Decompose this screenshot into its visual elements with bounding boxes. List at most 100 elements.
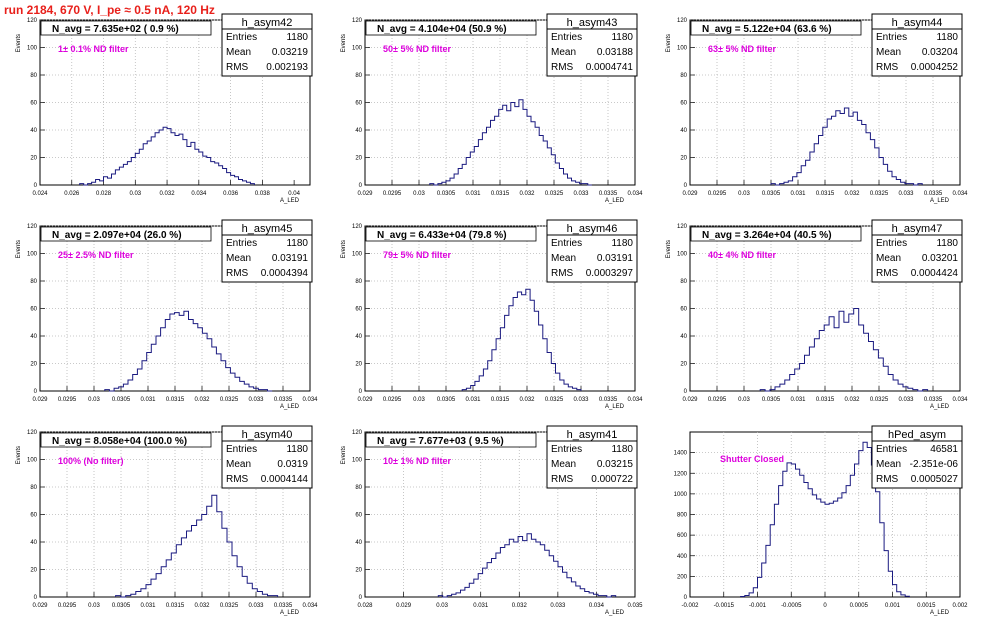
y-tick-label: 60 (355, 101, 362, 107)
stats-value-mean: -2.351e-06 (910, 459, 959, 470)
y-tick-label: 20 (355, 156, 362, 162)
y-tick-label: 40 (30, 128, 37, 134)
navg-label: N_avg = 2.097e+04 (26.0 %) (52, 230, 182, 241)
histogram-series (429, 99, 592, 186)
y-tick-label: 80 (355, 279, 362, 285)
y-axis-label: Events (16, 34, 22, 52)
navg-box (365, 226, 537, 242)
stats-value-mean: 0.0319 (277, 459, 308, 470)
histogram-series (79, 126, 255, 186)
y-tick-label: 40 (355, 334, 362, 340)
y-tick-label: 800 (677, 513, 688, 519)
x-tick-label: 0.0335 (274, 603, 293, 609)
y-tick-label: 80 (30, 73, 37, 79)
navg-label: N_avg = 7.677e+03 ( 9.5 %) (377, 436, 504, 447)
x-tick-label: 0.0315 (166, 603, 185, 609)
stats-value-entries: 1180 (611, 32, 633, 43)
stats-value-rms: 0.0004394 (261, 268, 309, 279)
histogram-panel-h_asym41: 0.028 0.029 0.03 0.031 0.032 0.033 0.034 0.035 0… (341, 425, 643, 616)
y-tick-label: 80 (355, 73, 362, 79)
histogram-series (461, 288, 582, 391)
histogram-panel-h_asym43: 0.029 0.0295 0.03 0.0305 0.031 0.0315 0.032 0.0… (341, 13, 643, 204)
x-tick-label: 0.031 (473, 603, 489, 609)
stats-value-entries: 1180 (611, 444, 633, 455)
stats-value-mean: 0.03188 (597, 47, 634, 58)
histogram-series (115, 494, 279, 598)
stats-value-rms: 0.0004741 (586, 62, 634, 73)
x-tick-label: 0.028 (96, 191, 112, 197)
stats-title: h_asym47 (892, 223, 943, 235)
x-tick-label: 0.032 (519, 191, 535, 197)
stats-box (871, 425, 963, 489)
y-tick-label: 100 (27, 458, 38, 464)
y-tick-label: 40 (680, 128, 687, 134)
y-tick-label: 80 (355, 485, 362, 491)
x-tick-label: 0.03 (88, 397, 100, 403)
navg-label: N_avg = 6.433e+04 (79.8 %) (377, 230, 507, 241)
x-axis-label: A_LED (280, 404, 300, 410)
y-tick-label: 100 (27, 46, 38, 52)
x-tick-label: 0.032 (160, 191, 176, 197)
stats-value-rms: 0.0005027 (911, 474, 959, 485)
histogram-series (437, 533, 617, 598)
navg-label: N_avg = 5.122e+04 (63.6 %) (702, 24, 832, 35)
x-tick-label: 0.029 (357, 191, 373, 197)
stats-key-mean: Mean (226, 253, 251, 264)
navg-label: N_avg = 8.058e+04 (100.0 %) (52, 436, 187, 447)
navg-box (40, 432, 212, 448)
histogram-panel-h_asym42: 0.024 0.026 0.028 0.03 0.032 0.034 0.036 0.038 0… (16, 13, 313, 204)
stats-box (871, 13, 963, 77)
filter-label: 10± 1% ND filter (383, 456, 451, 466)
y-tick-label: 60 (680, 307, 687, 313)
x-tick-label: 0.036 (223, 191, 239, 197)
y-axis-label: Events (666, 34, 672, 52)
stats-key-entries: Entries (876, 238, 907, 249)
stats-title: h_asym41 (567, 429, 618, 441)
stats-title: h_asym42 (242, 17, 293, 29)
navg-label: N_avg = 3.264e+04 (40.5 %) (702, 230, 832, 241)
x-tick-label: 0.0305 (437, 191, 456, 197)
stats-key-rms: RMS (876, 62, 899, 73)
x-tick-label: 0.029 (682, 191, 698, 197)
y-tick-label: 120 (352, 224, 363, 230)
x-tick-label: 0.028 (357, 603, 373, 609)
x-tick-label: 0.031 (790, 191, 806, 197)
stats-key-mean: Mean (226, 47, 251, 58)
x-tick-label: 0.0335 (599, 191, 618, 197)
x-tick-label: 0.0295 (708, 191, 727, 197)
stats-key-rms: RMS (226, 268, 249, 279)
stats-value-entries: 1180 (936, 32, 958, 43)
stats-value-rms: 0.000722 (591, 474, 633, 485)
y-tick-label: 120 (27, 430, 38, 436)
x-tick-label: 0.0315 (816, 397, 835, 403)
y-tick-label: 20 (680, 156, 687, 162)
histogram-panel-h_asym44: 0.029 0.0295 0.03 0.0305 0.031 0.0315 0.032 0.0… (666, 13, 968, 204)
stats-value-entries: 1180 (611, 238, 633, 249)
stats-value-rms: 0.0003297 (586, 268, 634, 279)
y-tick-label: 100 (677, 46, 688, 52)
stats-value-rms: 0.0004144 (261, 474, 309, 485)
x-tick-label: 0.0005 (850, 603, 869, 609)
stats-key-entries: Entries (876, 444, 907, 455)
y-tick-label: 0 (684, 183, 688, 189)
stats-value-rms: 0.0004252 (911, 62, 959, 73)
stats-key-entries: Entries (551, 444, 582, 455)
histogram-panel-h_asym47: 0.029 0.0295 0.03 0.0305 0.031 0.0315 0.032 0.0… (666, 219, 968, 410)
stats-box (221, 13, 313, 77)
x-tick-label: 0.03 (738, 191, 750, 197)
stats-value-entries: 1180 (936, 238, 958, 249)
x-tick-label: 0.0305 (112, 603, 131, 609)
x-tick-label: 0.033 (248, 397, 264, 403)
y-tick-label: 100 (27, 252, 38, 258)
stats-key-mean: Mean (226, 459, 251, 470)
stats-key-entries: Entries (226, 32, 257, 43)
x-tick-label: 0.0015 (917, 603, 936, 609)
x-tick-label: 0.0325 (870, 191, 889, 197)
y-tick-label: 60 (30, 307, 37, 313)
y-tick-label: 0 (359, 183, 363, 189)
x-axis-label: A_LED (605, 610, 625, 616)
stats-key-entries: Entries (226, 238, 257, 249)
histogram-panel-h_asym40: 0.029 0.0295 0.03 0.0305 0.031 0.0315 0.032 0.0… (16, 425, 318, 616)
x-tick-label: 0.0335 (924, 191, 943, 197)
